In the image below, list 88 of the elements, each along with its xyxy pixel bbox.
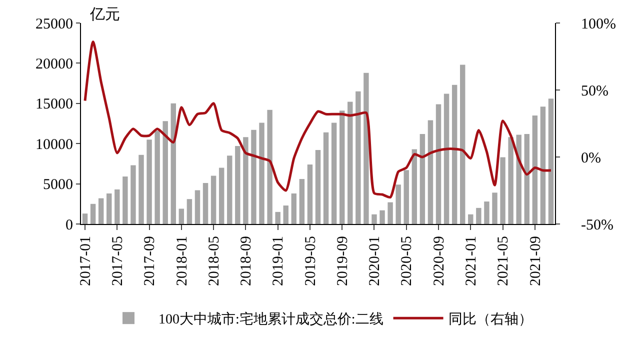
y-tick-label: 20000 bbox=[36, 56, 73, 72]
bar bbox=[259, 122, 264, 224]
bar bbox=[267, 110, 272, 224]
bar bbox=[275, 212, 280, 224]
bar bbox=[291, 193, 297, 224]
y2-tick-label: 50% bbox=[581, 83, 608, 100]
bar bbox=[492, 192, 498, 224]
bar bbox=[251, 130, 256, 224]
x-tick-label: 2017-09 bbox=[142, 236, 158, 286]
x-tick-label: 2019-01 bbox=[270, 236, 287, 286]
x-tick-label: 2020-01 bbox=[367, 236, 384, 286]
y-tick-label: 0 bbox=[66, 217, 73, 234]
bar bbox=[356, 91, 361, 224]
bar bbox=[154, 130, 160, 224]
bar bbox=[194, 190, 200, 224]
bar bbox=[218, 168, 224, 224]
x-tick-label: 2021-09 bbox=[528, 236, 544, 286]
y-tick-label: 5000 bbox=[43, 177, 73, 194]
bar bbox=[315, 150, 321, 224]
bar bbox=[364, 72, 369, 224]
bar bbox=[186, 199, 192, 224]
y-tick-label: 10000 bbox=[36, 136, 73, 153]
bar bbox=[372, 214, 377, 224]
x-tick-label: 2020-09 bbox=[431, 236, 448, 286]
bar bbox=[404, 170, 409, 224]
bar bbox=[210, 176, 216, 224]
bar bbox=[339, 110, 345, 224]
x-tick-label: 2018-05 bbox=[206, 236, 222, 286]
bar bbox=[452, 84, 458, 224]
y-tick-label: 15000 bbox=[36, 96, 73, 113]
bar bbox=[243, 137, 248, 224]
bar bbox=[307, 164, 313, 224]
y2-tick-label: 100% bbox=[581, 16, 616, 32]
line-series bbox=[84, 40, 552, 198]
bar bbox=[484, 201, 490, 224]
y-tick-label: 25000 bbox=[36, 16, 73, 32]
x-tick-label: 2017-01 bbox=[78, 236, 94, 286]
bar bbox=[178, 208, 184, 224]
bar bbox=[540, 106, 546, 224]
bar bbox=[202, 183, 208, 224]
bar bbox=[162, 121, 168, 224]
bar bbox=[412, 149, 418, 224]
bar bbox=[396, 184, 401, 224]
bar bbox=[516, 134, 522, 224]
bar bbox=[122, 176, 128, 224]
bar bbox=[299, 178, 305, 224]
bar bbox=[138, 154, 144, 224]
x-tick-label: 2020-05 bbox=[399, 236, 416, 286]
x-tick-label: 2018-01 bbox=[174, 236, 190, 286]
bar bbox=[106, 193, 112, 224]
bar bbox=[323, 132, 329, 224]
bar bbox=[146, 140, 152, 224]
x-tick-label: 2018-09 bbox=[238, 236, 255, 286]
x-tick-label: 2019-05 bbox=[302, 236, 319, 286]
bar bbox=[468, 214, 474, 224]
x-tick-label: 2019-09 bbox=[334, 236, 351, 286]
bar bbox=[130, 165, 136, 224]
bar bbox=[532, 115, 538, 224]
bar bbox=[476, 208, 482, 224]
y2-tick-label: 0% bbox=[581, 150, 601, 166]
x-tick-label: 2017-05 bbox=[110, 236, 126, 286]
x-tick-label: 2021-05 bbox=[496, 236, 512, 286]
bar bbox=[235, 146, 240, 224]
bar bbox=[98, 198, 104, 224]
bar bbox=[388, 202, 393, 224]
bar bbox=[460, 64, 466, 224]
bar bbox=[508, 137, 514, 224]
legend-label: 100大中城市:宅地累计成交总价:二线 bbox=[158, 312, 384, 328]
bar bbox=[227, 156, 232, 224]
bar bbox=[82, 214, 88, 224]
y-axis-title: 亿元 bbox=[89, 7, 120, 23]
bar bbox=[444, 94, 450, 224]
bar bbox=[420, 134, 426, 224]
bar bbox=[524, 134, 530, 224]
bar bbox=[548, 98, 554, 224]
bar bbox=[114, 189, 120, 224]
bar bbox=[170, 103, 176, 224]
bar bbox=[436, 104, 442, 224]
x-tick-label: 2021-01 bbox=[464, 236, 480, 286]
legend-label: 同比（右轴） bbox=[448, 312, 532, 328]
y2-tick-label: -50% bbox=[581, 217, 614, 234]
bar bbox=[331, 122, 337, 224]
bar bbox=[428, 120, 434, 224]
bar bbox=[380, 210, 385, 224]
bar bbox=[283, 206, 288, 224]
bar bbox=[348, 102, 353, 224]
bar bbox=[90, 204, 96, 224]
bar bbox=[500, 157, 506, 224]
